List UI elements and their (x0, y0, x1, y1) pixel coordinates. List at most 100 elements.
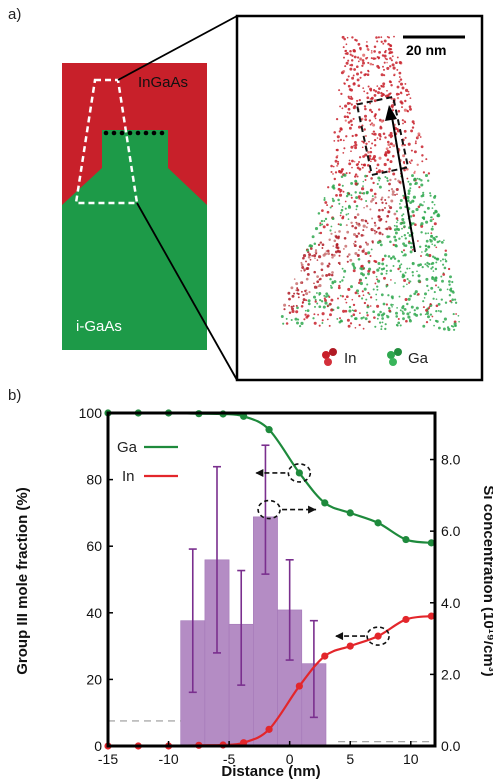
atom-point (422, 171, 426, 174)
atom-point (350, 123, 354, 127)
atom-point (336, 154, 339, 157)
atom-point (364, 134, 367, 138)
atom-point (396, 96, 400, 100)
atom-point (417, 274, 421, 278)
atom-point (380, 198, 383, 201)
atom-point (407, 180, 410, 183)
atom-point (392, 303, 394, 306)
atom-point (347, 121, 351, 124)
atom-point (379, 138, 382, 141)
atom-point (405, 167, 409, 171)
atom-point (331, 280, 334, 283)
atom-point (388, 309, 392, 313)
atom-point (439, 259, 442, 262)
atom-point (355, 222, 359, 226)
mole-fraction-chart: -15 -10 -5 0 5 100204060801000.02.04.06.08.0 … (14, 405, 493, 780)
atom-point (331, 217, 335, 221)
atom-point (382, 302, 386, 306)
atom-point (339, 138, 343, 142)
atom-point (406, 195, 410, 200)
atom-point (386, 36, 389, 38)
atom-point (403, 129, 407, 133)
atom-point (383, 54, 387, 58)
atom-point (366, 96, 370, 100)
atom-point (364, 107, 367, 111)
atom-point (401, 306, 405, 310)
atom-point (399, 91, 403, 94)
atom-point (417, 293, 420, 296)
atom-point (389, 44, 393, 48)
atom-point (384, 151, 388, 155)
atom-point (328, 302, 332, 306)
atom-point (354, 317, 358, 321)
atom-point (330, 298, 334, 302)
atom-point (346, 101, 350, 105)
atom-point (389, 80, 392, 84)
atom-point (288, 297, 291, 301)
atom-point (345, 43, 348, 46)
atom-point (354, 191, 357, 194)
atom-point (383, 162, 387, 167)
atom-point (299, 325, 302, 328)
atom-point (428, 305, 431, 308)
atom-point (336, 135, 340, 139)
atom-point (411, 199, 415, 203)
atom-point (354, 175, 357, 178)
in-point (402, 615, 410, 624)
atom-point (414, 142, 417, 145)
atom-point (382, 42, 385, 45)
atom-point (374, 201, 378, 205)
atom-point (421, 265, 424, 269)
atom-point (442, 327, 446, 331)
atom-point (328, 238, 331, 242)
x-tick-label: -5 (223, 751, 236, 767)
atom-point (383, 254, 387, 258)
atom-point (412, 214, 416, 217)
atom-point (346, 255, 349, 258)
atom-point (395, 187, 399, 192)
atom-point (378, 218, 381, 221)
atom-point (407, 199, 410, 201)
atom-point (324, 301, 328, 305)
atom-point (387, 196, 390, 199)
atom-point (431, 200, 434, 204)
atom-point (416, 135, 419, 138)
atom-point (362, 327, 365, 330)
atom-point (339, 214, 342, 217)
atom-point (376, 85, 379, 87)
atom-point (444, 249, 448, 252)
atom-point (330, 253, 334, 256)
atom-point (382, 68, 386, 71)
atom-point (376, 40, 379, 43)
atom-point (337, 139, 340, 142)
atom-point (375, 167, 378, 170)
atom-probe-reconstruction (280, 35, 460, 332)
atom-point (372, 288, 375, 291)
atom-point (364, 179, 367, 181)
atom-point (288, 304, 290, 307)
atom-point (409, 311, 411, 314)
atom-point (346, 78, 349, 82)
atom-point (296, 288, 300, 292)
atom-point (379, 135, 382, 138)
atom-point (433, 222, 437, 226)
atom-point (408, 319, 412, 323)
atom-point (304, 313, 307, 316)
atom-point (300, 263, 304, 267)
atom-point (367, 85, 370, 88)
atom-point (410, 129, 414, 133)
atom-point (377, 226, 381, 230)
atom-point (414, 181, 418, 185)
atom-point (409, 162, 412, 165)
atom-point (359, 281, 363, 286)
atom-point (363, 301, 367, 305)
atom-point (338, 250, 342, 254)
atom-point (368, 293, 371, 296)
atom-point (443, 317, 447, 321)
atom-point (356, 56, 360, 59)
atom-point (417, 279, 421, 283)
atom-point (330, 232, 333, 235)
atom-point (366, 222, 369, 225)
atom-point (354, 326, 357, 329)
atom-point (337, 223, 340, 226)
